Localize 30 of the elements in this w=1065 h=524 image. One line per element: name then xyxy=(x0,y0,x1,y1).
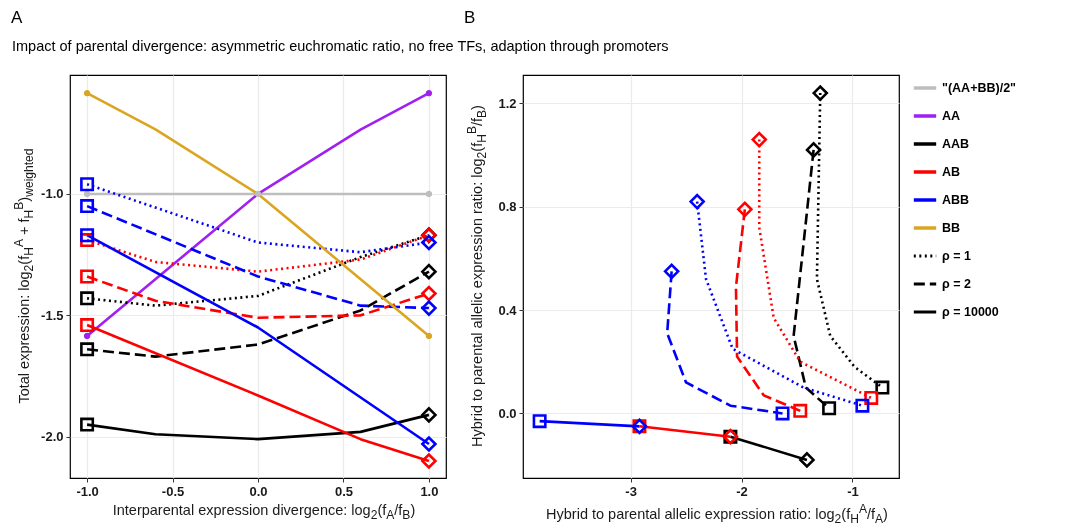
x-tick-label: -2 xyxy=(736,483,748,499)
y-tick-label: -1.0 xyxy=(41,186,64,202)
y-tick-label: 0.0 xyxy=(498,405,517,421)
y-tick-label: 0.8 xyxy=(498,199,517,215)
y-tick-label: -2.0 xyxy=(41,429,64,445)
chart-subtitle: Impact of parental divergence: asymmetric euchromatic ratio, no free TFs, adaption through promoters xyxy=(12,38,669,54)
legend-label: BB xyxy=(942,221,961,235)
x-tick-label: -3 xyxy=(625,483,637,499)
x-axis-title: Hybrid to parental allelic expression ratio: log$_{2}$(f$_{H}$$^{A}$/f$_{A}$) xyxy=(546,502,888,524)
legend-label: AB xyxy=(942,165,961,179)
legend-label: ABB xyxy=(942,193,970,207)
text: B xyxy=(474,109,489,118)
x-tick-label: 0.0 xyxy=(249,483,268,499)
y-tick-label: 0.4 xyxy=(498,302,518,318)
text: ρ = 2 xyxy=(942,277,971,291)
text: ρ = 10000 xyxy=(942,305,999,319)
x-tick-label: 1.0 xyxy=(420,483,439,499)
y-tick-label: -1.5 xyxy=(41,307,64,323)
x-tick-label: 0.5 xyxy=(334,483,353,499)
legend-label: AAB xyxy=(942,137,970,151)
legend-label: "(AA+BB)/2" xyxy=(942,81,1017,95)
chart-title: B xyxy=(464,8,476,27)
text: A xyxy=(386,507,395,522)
x-tick-label: -1 xyxy=(847,483,859,499)
text: ρ = 1 xyxy=(942,249,971,263)
chart-title: A xyxy=(11,8,23,27)
y-tick-label: 1.2 xyxy=(498,95,517,111)
x-tick-label: -1.0 xyxy=(76,483,99,499)
x-tick-label: -0.5 xyxy=(161,483,185,499)
legend-label: AA xyxy=(942,109,961,123)
